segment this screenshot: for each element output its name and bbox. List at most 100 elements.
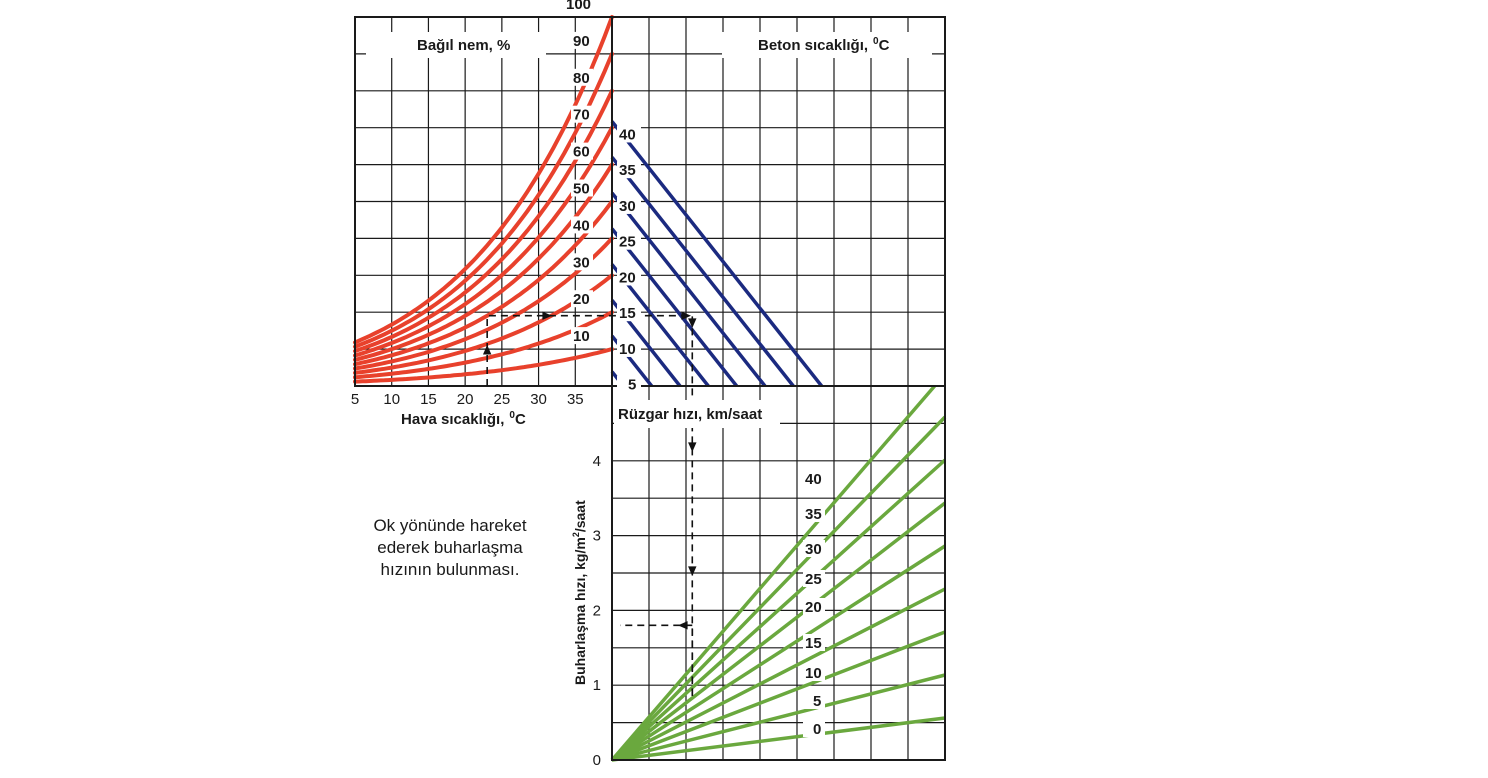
wind-label-35: 35 xyxy=(805,506,822,523)
note-line-3: hızının bulunması. xyxy=(380,560,520,579)
y-tick-label: 2 xyxy=(593,602,601,619)
concrete-label-15: 15 xyxy=(619,305,636,322)
humidity-curve-70 xyxy=(353,125,614,358)
wind-panel-frame xyxy=(611,385,946,761)
humidity-label-60: 60 xyxy=(573,144,590,161)
humidity-label-20: 20 xyxy=(573,291,590,308)
humidity-label-bg xyxy=(571,105,593,123)
x-tick-label: 35 xyxy=(567,391,584,408)
note-line-2: ederek buharlaşma xyxy=(377,538,523,557)
wind-label-bg xyxy=(803,634,825,651)
humidity-curves xyxy=(353,15,614,384)
humidity-label-bg xyxy=(571,253,593,271)
concrete-temperature-lines xyxy=(610,120,823,388)
concrete-line-35 xyxy=(610,156,795,388)
arrow-down-icon xyxy=(688,442,697,452)
wind-label-bg xyxy=(803,540,825,557)
wind-line-40 xyxy=(610,384,936,762)
concrete-label-bg xyxy=(617,304,641,322)
humidity-curve-20 xyxy=(353,310,614,380)
wind-label-15: 15 xyxy=(805,635,822,652)
wind-label-bg xyxy=(803,720,825,737)
humidity-curve-60 xyxy=(353,162,614,362)
wind-line-25 xyxy=(610,501,947,762)
wind-label-10: 10 xyxy=(805,665,822,682)
x-tick-label: 30 xyxy=(530,391,547,408)
concrete-label-bg xyxy=(617,196,641,214)
arrow-left-icon xyxy=(678,621,688,630)
wind-line-20 xyxy=(611,544,946,762)
wind-panel-title: Rüzgar hızı, km/saat xyxy=(618,406,762,423)
humidity-label-bg xyxy=(571,68,593,86)
humidity-panel-title: Bağıl nem, % xyxy=(417,37,510,54)
y-tick-label: 3 xyxy=(593,528,601,545)
x-tick-label: 15 xyxy=(420,391,437,408)
grid xyxy=(354,16,946,761)
axis-ticks: 5 10 15 20 25 30 35 0 1 2 3 4 xyxy=(351,391,601,769)
humidity-label-90: 90 xyxy=(573,33,590,50)
wind-line-0 xyxy=(611,716,946,762)
curve-labels: 1009080706050403020104035302520151054035… xyxy=(564,0,825,738)
concrete-line-25 xyxy=(610,227,739,388)
concrete-label-20: 20 xyxy=(619,269,636,286)
concrete-label-bg xyxy=(617,375,641,393)
example-path xyxy=(482,311,697,696)
wind-label-0: 0 xyxy=(813,721,821,738)
wind-label-bg xyxy=(803,505,825,522)
wind-line-30 xyxy=(610,458,947,762)
y-tick-label: 0 xyxy=(593,752,601,769)
wind-line-5 xyxy=(611,673,946,762)
humidity-label-bg xyxy=(564,0,594,12)
arrow-right-icon xyxy=(681,311,691,320)
humidity-curve-80 xyxy=(353,88,614,354)
wind-label-bg xyxy=(803,692,825,709)
y-tick-label: 4 xyxy=(593,453,601,470)
concrete-label-30: 30 xyxy=(619,198,636,215)
concrete-label-bg xyxy=(617,161,641,179)
wind-label-5: 5 xyxy=(813,693,821,710)
humidity-label-70: 70 xyxy=(573,107,590,124)
x-tick-label: 25 xyxy=(494,391,511,408)
concrete-label-10: 10 xyxy=(619,341,636,358)
arrow-right-icon xyxy=(542,311,552,320)
wind-label-25: 25 xyxy=(805,571,822,588)
humidity-label-bg xyxy=(571,290,593,308)
instruction-note: Ok yönünde hareket ederek buharlaşma hız… xyxy=(330,515,570,581)
wind-line-35 xyxy=(610,415,947,762)
wind-label-bg xyxy=(803,570,825,587)
concrete-label-bg xyxy=(617,268,641,286)
note-line-1: Ok yönünde hareket xyxy=(373,516,527,535)
wind-label-bg xyxy=(803,664,825,681)
humidity-label-bg xyxy=(571,216,593,234)
arrow-up-icon xyxy=(482,344,492,355)
concrete-label-40: 40 xyxy=(619,126,636,143)
y-tick-label: 1 xyxy=(593,677,601,694)
x-tick-label: 20 xyxy=(457,391,474,408)
concrete-panel-title: Beton sıcaklığı, 0C xyxy=(758,36,890,54)
humidity-label-40: 40 xyxy=(573,217,590,234)
wind-speed-lines xyxy=(610,384,947,762)
humidity-label-30: 30 xyxy=(573,254,590,271)
air-temperature-axis-label: Hava sıcaklığı, 0C xyxy=(401,410,526,428)
evaporation-axis-label: Buharlaşma hızı, kg/m2/saat xyxy=(571,500,588,685)
arrow-down-icon xyxy=(688,566,697,576)
concrete-label-bg xyxy=(617,125,641,143)
example-path-line xyxy=(486,314,694,696)
humidity-label-50: 50 xyxy=(573,181,590,198)
wind-line-15 xyxy=(611,587,946,762)
humidity-curve-100 xyxy=(353,15,614,345)
wind-label-30: 30 xyxy=(805,541,822,558)
wind-line-10 xyxy=(611,630,946,762)
wind-label-bg xyxy=(803,598,825,615)
humidity-curve-30 xyxy=(353,273,614,375)
x-tick-label: 5 xyxy=(351,391,359,408)
concrete-label-bg xyxy=(617,339,641,357)
arrow-down-icon xyxy=(688,318,697,328)
panel-frames xyxy=(354,16,946,761)
humidity-curve-10 xyxy=(353,347,614,384)
humidity-curve-50 xyxy=(353,199,614,367)
wind-label-bg xyxy=(803,470,825,487)
humidity-label-bg xyxy=(571,327,593,345)
humidity-label-100: 100 xyxy=(566,0,591,13)
